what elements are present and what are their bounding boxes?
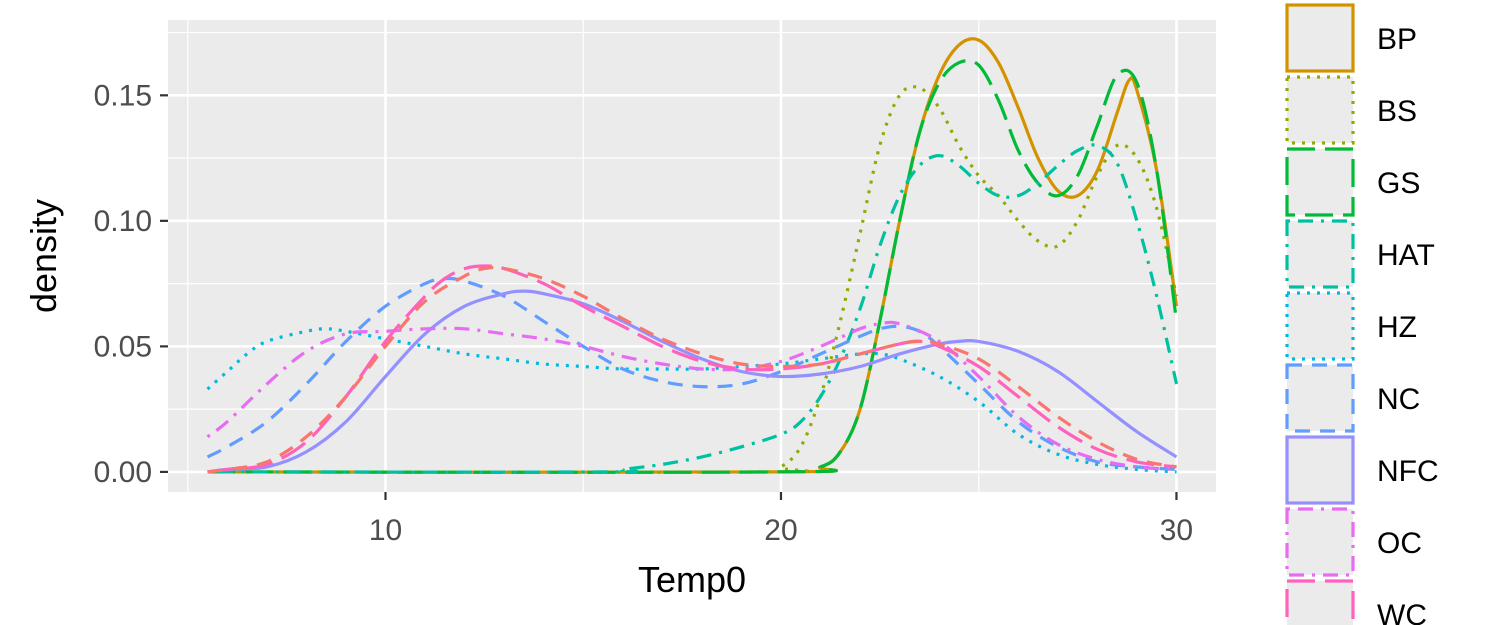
legend-item-oc: OC [1285, 507, 1422, 577]
legend-label: HAT [1377, 239, 1435, 272]
series-line-nfc [207, 289, 1178, 474]
series-line-nc [206, 276, 1177, 471]
legend-label: HZ [1377, 311, 1417, 344]
y-tick-label: 0.05 [94, 330, 152, 363]
legend-key [1285, 435, 1355, 505]
axes: 10 20 30 0.00 0.05 0.10 0.15 [94, 79, 1194, 547]
series-line-wc [207, 264, 1177, 474]
x-axis-title: Temp0 [638, 559, 746, 600]
legend-label: WC [1377, 599, 1427, 625]
y-tick-label: 0.10 [94, 205, 152, 238]
x-tick-label: 30 [1160, 514, 1193, 547]
y-tick-label: 0.00 [94, 456, 152, 489]
x-tick-label: 20 [764, 514, 797, 547]
legend-key [1285, 3, 1355, 73]
legend-label: NC [1377, 383, 1420, 416]
legend-label: BS [1377, 95, 1417, 128]
legend-label: BP [1377, 23, 1417, 56]
legend-label: NFC [1377, 455, 1439, 488]
legend-item-bs: BS [1285, 75, 1417, 145]
legend-item-nc: NC [1285, 363, 1420, 433]
legend-label: GS [1377, 167, 1420, 200]
legend-key [1285, 579, 1355, 625]
series-lines [206, 37, 1179, 474]
legend-key [1285, 291, 1355, 361]
legend-key [1285, 363, 1355, 433]
y-tick-label: 0.15 [94, 79, 152, 112]
legend: BP BS GS HAT HZ NC NFC OC WC [1285, 3, 1439, 625]
legend-key [1285, 75, 1355, 145]
series-line-hz [206, 327, 1177, 474]
series-line-gs [207, 58, 1179, 474]
legend-key [1285, 507, 1355, 577]
legend-item-nfc: NFC [1285, 435, 1439, 505]
x-tick-label: 10 [369, 514, 402, 547]
series-line-oc [206, 320, 1177, 471]
legend-item-gs: GS [1285, 147, 1420, 217]
legend-key [1285, 147, 1355, 217]
legend-item-hz: HZ [1285, 291, 1417, 361]
series-line-unlabeled-9 [207, 265, 1177, 474]
legend-item-wc: WC [1285, 579, 1427, 625]
y-axis-title: density [23, 199, 64, 313]
legend-item-hat: HAT [1285, 219, 1435, 289]
legend-item-bp: BP [1285, 3, 1417, 73]
legend-key [1285, 219, 1355, 289]
legend-label: OC [1377, 527, 1422, 560]
